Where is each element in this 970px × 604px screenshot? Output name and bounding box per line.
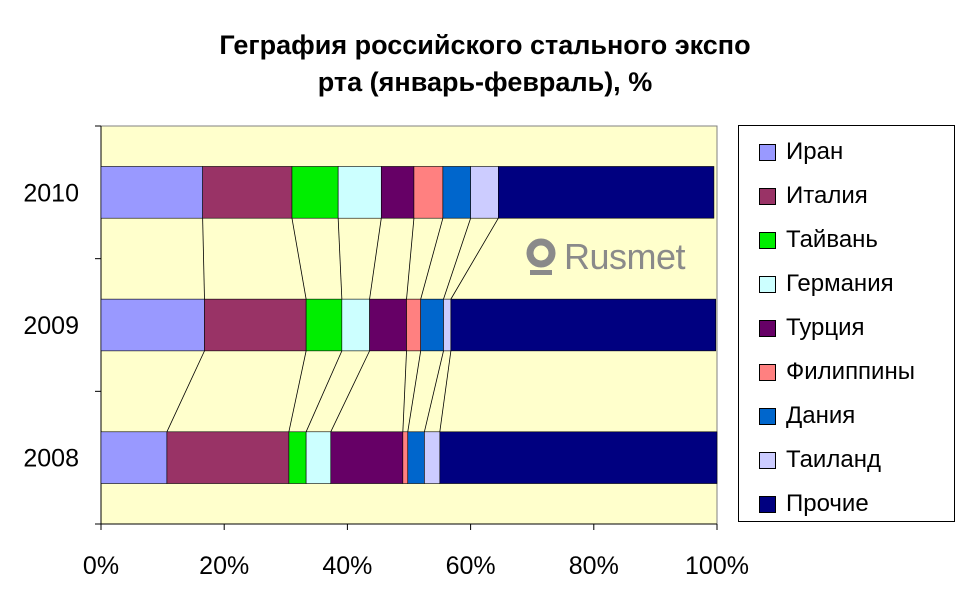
series-line: [288, 350, 307, 432]
bar-segment: [442, 166, 471, 219]
y-tick-label: 2009: [23, 312, 79, 340]
bar-segment: [470, 166, 499, 219]
series-line: [407, 350, 422, 432]
bar-segment: [337, 166, 382, 219]
bar-segment: [202, 166, 293, 219]
x-tick-label: 0%: [83, 552, 119, 580]
y-tick-label: 2008: [23, 445, 79, 473]
legend-swatch: [759, 451, 776, 469]
legend-item: Тайвань: [759, 225, 878, 255]
bar-segment: [380, 166, 415, 219]
legend-item: Таиланд: [759, 445, 881, 475]
rusmet-logo-icon: [526, 238, 556, 275]
rusmet-logo-text: Rusmet: [564, 236, 686, 277]
bar-segment: [450, 298, 717, 352]
series-line: [337, 218, 343, 300]
bar-segment: [406, 298, 422, 352]
chart-legend: Иран Италия Тайвань Германия Турция Филиппины…: [738, 125, 955, 522]
x-tick-label: 100%: [685, 552, 749, 580]
series-line: [202, 218, 205, 300]
series-line: [369, 218, 382, 300]
chart-title-line-2: рта (январь-февраль), %: [317, 67, 653, 97]
bar-segment: [100, 298, 205, 352]
x-tick-label: 40%: [322, 552, 372, 580]
legend-item: Турция: [759, 313, 865, 343]
legend-label: Прочие: [786, 490, 869, 517]
series-line: [420, 218, 444, 300]
legend-label: Германия: [786, 270, 894, 297]
legend-item: Германия: [759, 269, 894, 299]
rusmet-logo: Rusmet: [524, 236, 686, 278]
legend-item: Филиппины: [759, 357, 915, 387]
bar-segment: [166, 431, 290, 484]
legend-label: Италия: [786, 182, 868, 209]
legend-item: Иран: [759, 137, 843, 167]
legend-label: Филиппины: [786, 358, 915, 385]
x-tick-label: 60%: [446, 552, 496, 580]
series-line: [291, 218, 307, 300]
bar-segment: [413, 166, 444, 219]
bar-segment: [330, 431, 404, 484]
legend-label: Тайвань: [786, 226, 878, 253]
y-tick-label: 2010: [23, 179, 79, 207]
legend-label: Турция: [786, 314, 865, 341]
series-line: [443, 218, 471, 300]
bar-segment: [420, 298, 444, 352]
bar-segment: [100, 431, 168, 484]
series-line: [450, 218, 499, 300]
bar-segment: [498, 166, 715, 219]
legend-swatch: [759, 363, 776, 381]
bar-segment: [288, 431, 307, 484]
bar-segment: [341, 298, 370, 352]
series-line: [439, 350, 452, 432]
bar-segment: [439, 431, 718, 484]
legend-swatch: [759, 319, 776, 337]
series-line: [330, 350, 370, 432]
series-line: [424, 350, 444, 432]
legend-swatch: [759, 143, 776, 161]
series-line: [166, 350, 205, 432]
bar-segment: [291, 166, 339, 219]
legend-label: Дания: [786, 402, 856, 429]
legend-item: Италия: [759, 181, 868, 211]
legend-label: Иран: [786, 138, 844, 165]
bar-segment: [424, 431, 441, 484]
series-line: [305, 350, 343, 432]
legend-swatch: [759, 407, 776, 425]
bar-segment: [204, 298, 307, 352]
legend-swatch: [759, 275, 776, 293]
legend-label: Таиланд: [786, 446, 881, 473]
legend-item: Прочие: [759, 489, 869, 519]
bar-segment: [402, 431, 409, 484]
bar-segment: [305, 298, 343, 352]
bar-segment: [443, 298, 452, 352]
series-line: [406, 218, 415, 300]
series-line: [402, 350, 407, 432]
bar-segment: [305, 431, 332, 484]
legend-item: Дания: [759, 401, 855, 431]
chart-title-line-1: Геграфия российского стального экспо: [219, 30, 751, 60]
bar-segment: [100, 166, 203, 219]
x-tick-label: 20%: [199, 552, 249, 580]
bar-segment: [407, 431, 425, 484]
bar-segment: [369, 298, 407, 352]
legend-swatch: [759, 187, 776, 205]
legend-swatch: [759, 495, 776, 513]
legend-swatch: [759, 231, 776, 249]
x-tick-label: 80%: [569, 552, 619, 580]
